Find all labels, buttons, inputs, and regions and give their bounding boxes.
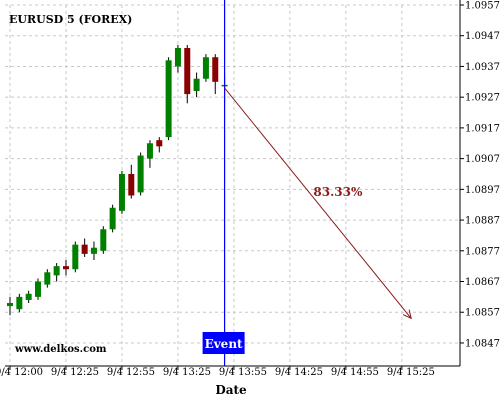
candle-body	[16, 296, 23, 310]
x-tick-label: 9/4 12:00	[0, 367, 43, 378]
y-tick-label: 1.0917	[465, 123, 500, 134]
candle-body	[53, 266, 60, 276]
candle-body	[81, 244, 88, 254]
candle-body	[34, 281, 41, 297]
candle-body	[193, 78, 200, 92]
candle-body	[202, 57, 209, 79]
x-tick-label: 9/4 14:25	[275, 367, 323, 378]
candle-body	[184, 48, 191, 95]
y-tick-label: 1.0907	[465, 154, 500, 165]
candle-body	[7, 303, 13, 307]
event-label-box	[202, 332, 245, 354]
candle-body	[25, 293, 32, 300]
x-tick-label: 9/4 13:55	[219, 367, 267, 378]
y-tick-label: 1.0957	[465, 1, 500, 12]
candle-body	[212, 57, 219, 82]
candle-body	[62, 266, 69, 270]
y-tick-label: 1.0887	[465, 216, 500, 227]
y-tick-label: 1.0847	[465, 338, 500, 349]
y-tick-label: 1.0867	[465, 277, 500, 288]
y-axis-ticks: 1.0957 1.0947 1.0937 1.0927 1.0917 1.0907 1.08…	[460, 1, 500, 349]
candle-body	[118, 173, 125, 211]
y-tick-label: 1.0937	[465, 62, 500, 73]
event-label: Event	[205, 337, 243, 351]
candle-body	[137, 155, 144, 193]
grid	[5, 4, 460, 366]
y-tick-label: 1.0857	[465, 308, 500, 319]
axes	[5, 0, 461, 367]
overlay: Event 83.33%	[202, 0, 412, 366]
projection-arrowhead	[402, 309, 412, 320]
x-tick-label: 9/4 15:25	[387, 367, 435, 378]
candles	[7, 44, 228, 316]
candle-body	[72, 244, 79, 270]
y-tick-label: 1.0947	[465, 31, 500, 42]
candle-body	[146, 143, 153, 159]
candle-body	[156, 140, 163, 147]
candle-body	[128, 173, 135, 196]
projection-percent-label: 83.33%	[313, 185, 363, 199]
y-tick-label: 1.0877	[465, 246, 500, 257]
candle-body	[100, 229, 107, 251]
projection-arrow	[224, 87, 412, 319]
x-tick-label: 9/4 12:55	[107, 367, 155, 378]
candle-body	[109, 207, 116, 230]
x-tick-label: 9/4 14:55	[331, 367, 379, 378]
candle-body	[44, 272, 51, 285]
candle-body	[90, 247, 97, 254]
y-tick-label: 1.0927	[465, 93, 500, 104]
candle-body	[174, 48, 181, 67]
x-tick-label: 9/4 13:25	[163, 367, 211, 378]
candle-body	[165, 60, 172, 138]
y-tick-label: 1.0897	[465, 185, 500, 196]
watermark: www.delkos.com	[14, 344, 107, 355]
x-tick-label: 9/4 12:25	[51, 367, 99, 378]
x-axis-ticks: 9/4 12:00 9/4 12:25 9/4 12:55 9/4 13:25 9/4 …	[0, 366, 435, 378]
chart-title: EURUSD 5 (FOREX)	[9, 13, 132, 26]
x-axis-label: Date	[215, 383, 247, 397]
